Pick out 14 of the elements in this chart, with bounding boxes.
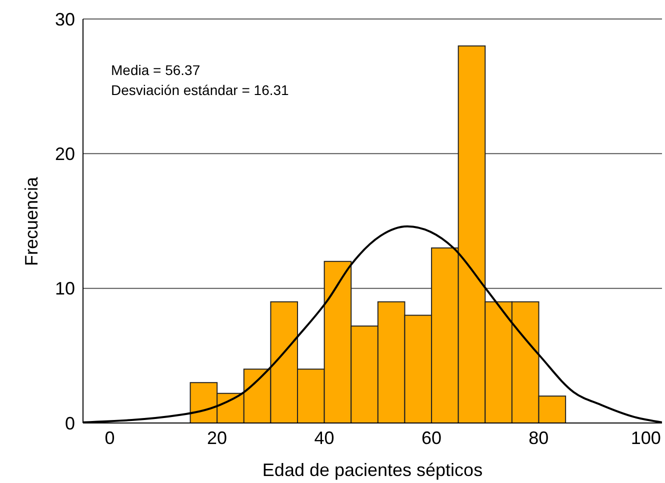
annotation: Media = 56.37 [111,61,202,80]
x-tick-label: 100 [630,428,661,448]
x-axis-title: Edad de pacientes sépticos [262,460,483,480]
x-tick-label: 60 [421,428,442,448]
y-tick-label: 30 [54,9,75,30]
x-tick-label: 40 [314,428,334,448]
annotation: Desviación estándar = 16.31 [111,81,289,100]
x-tick-label: 0 [104,428,115,448]
y-tick-label: 10 [54,278,75,299]
y-tick-label: 0 [64,413,75,434]
x-tick-label: 20 [207,428,228,448]
y-axis-title: Frecuencia [21,176,42,266]
x-tick-label: 80 [528,428,549,448]
y-tick-label: 20 [54,144,75,164]
